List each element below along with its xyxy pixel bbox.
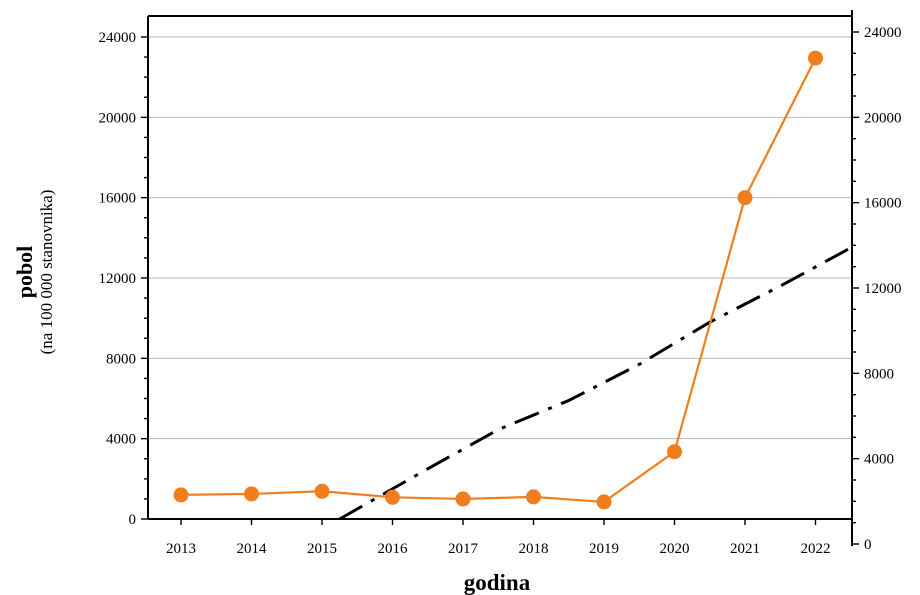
y-tick-label: 20000 [99, 110, 137, 126]
right-y-tick-label: 24000 [864, 25, 902, 41]
data-point [314, 483, 330, 499]
y-axis-title: pobol [12, 246, 37, 299]
x-tick-label: 2015 [307, 541, 337, 557]
tick-labels: 0 4000 8000 12000 16000 20000 24000 0 4000 8000 12… [99, 25, 902, 557]
data-point [526, 489, 541, 505]
y-tick-label: 24000 [99, 30, 137, 46]
right-y-tick-label: 4000 [864, 452, 894, 468]
x-tick-label: 2016 [378, 541, 409, 557]
data-series [173, 50, 823, 510]
right-y-tick-label: 8000 [864, 366, 894, 382]
data-point [385, 489, 400, 505]
y-axis-subtitle: (na 100 000 stanovnika) [37, 190, 56, 355]
data-point [667, 444, 682, 460]
x-tick-label: 2017 [448, 541, 479, 557]
x-tick-label: 2020 [660, 541, 690, 557]
x-tick-label: 2014 [237, 541, 268, 557]
trend-line-dashed [338, 246, 852, 521]
y-tick-label: 4000 [106, 432, 136, 448]
data-point [596, 494, 612, 510]
right-y-tick-label: 12000 [864, 281, 902, 297]
y-tick-label: 8000 [106, 351, 136, 367]
right-y-tick-label: 20000 [864, 110, 902, 126]
x-tick-label: 2018 [519, 541, 549, 557]
x-axis-title: godina [464, 570, 531, 595]
x-tick-label: 2019 [589, 541, 619, 557]
data-point [737, 190, 753, 206]
data-point [173, 487, 189, 503]
trend-line [338, 246, 852, 521]
x-tick-label: 2022 [801, 541, 831, 557]
series-line [180, 57, 817, 504]
right-y-tick-label: 16000 [864, 196, 902, 212]
data-point [808, 50, 823, 66]
y-tick-label: 16000 [99, 191, 137, 207]
x-tick-label: 2021 [730, 541, 760, 557]
y-tick-label: 12000 [99, 271, 137, 287]
axes [141, 10, 859, 546]
right-y-tick-label: 0 [864, 537, 872, 553]
data-point [244, 486, 259, 502]
gridlines [148, 36, 852, 440]
data-point [455, 491, 471, 507]
y-tick-label: 0 [129, 512, 137, 528]
x-tick-label: 2013 [166, 541, 196, 557]
